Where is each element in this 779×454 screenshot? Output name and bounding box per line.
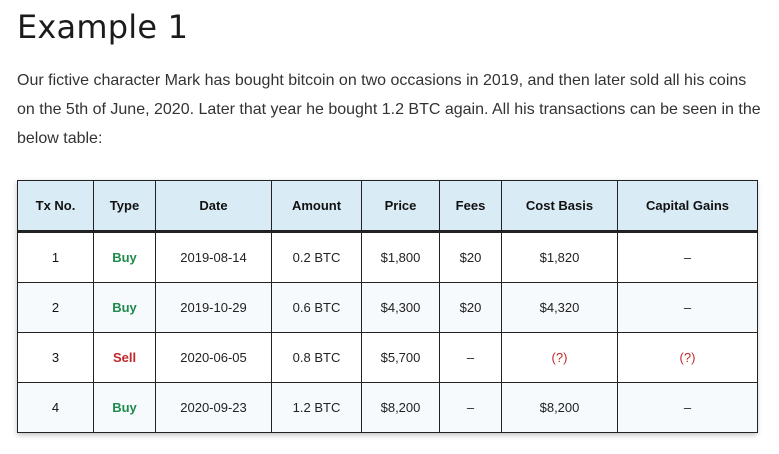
header-row: Tx No. Type Date Amount Price Fees Cost …: [17, 180, 758, 233]
cell-fees: $20: [439, 231, 502, 283]
table-header: Tx No. Type Date Amount Price Fees Cost …: [17, 180, 758, 233]
col-header-fees: Fees: [439, 180, 502, 233]
cell-cost-basis: $8,200: [501, 382, 618, 433]
cell-price: $5,700: [361, 332, 440, 383]
col-header-capital-gains: Capital Gains: [617, 180, 758, 233]
cell-tx-no: 1: [17, 231, 94, 283]
cell-capital-gains: –: [617, 231, 758, 283]
cell-price: $4,300: [361, 282, 440, 333]
table-row: 3 Sell 2020-06-05 0.8 BTC $5,700 – (?) (…: [17, 332, 758, 383]
transactions-table: Tx No. Type Date Amount Price Fees Cost …: [17, 180, 758, 433]
cell-capital-gains: (?): [617, 332, 758, 383]
cell-tx-no: 4: [17, 382, 94, 433]
cell-cost-basis: $1,820: [501, 231, 618, 283]
cell-date: 2020-09-23: [155, 382, 272, 433]
cell-amount: 1.2 BTC: [271, 382, 362, 433]
cell-type: Sell: [93, 332, 156, 383]
cell-capital-gains: –: [617, 382, 758, 433]
table-row: 1 Buy 2019-08-14 0.2 BTC $1,800 $20 $1,8…: [17, 231, 758, 283]
cell-capital-gains: –: [617, 282, 758, 333]
col-header-tx-no: Tx No.: [17, 180, 94, 233]
col-header-cost-basis: Cost Basis: [501, 180, 618, 233]
col-header-price: Price: [361, 180, 440, 233]
intro-paragraph: Our fictive character Mark has bought bi…: [17, 72, 761, 147]
table-body: 1 Buy 2019-08-14 0.2 BTC $1,800 $20 $1,8…: [17, 231, 758, 433]
cell-cost-basis: (?): [501, 332, 618, 383]
cell-amount: 0.6 BTC: [271, 282, 362, 333]
cell-fees: –: [439, 332, 502, 383]
col-header-type: Type: [93, 180, 156, 233]
cell-type: Buy: [93, 282, 156, 333]
cell-tx-no: 2: [17, 282, 94, 333]
cell-price: $8,200: [361, 382, 440, 433]
cell-cost-basis: $4,320: [501, 282, 618, 333]
cell-date: 2019-10-29: [155, 282, 272, 333]
cell-date: 2020-06-05: [155, 332, 272, 383]
cell-type: Buy: [93, 231, 156, 283]
cell-fees: $20: [439, 282, 502, 333]
table-row: 2 Buy 2019-10-29 0.6 BTC $4,300 $20 $4,3…: [17, 282, 758, 333]
cell-type: Buy: [93, 382, 156, 433]
cell-fees: –: [439, 382, 502, 433]
page-heading: Example 1: [17, 8, 189, 46]
cell-price: $1,800: [361, 231, 440, 283]
table-row: 4 Buy 2020-09-23 1.2 BTC $8,200 – $8,200…: [17, 382, 758, 433]
cell-date: 2019-08-14: [155, 231, 272, 283]
col-header-amount: Amount: [271, 180, 362, 233]
cell-tx-no: 3: [17, 332, 94, 383]
transactions-table-container: Tx No. Type Date Amount Price Fees Cost …: [17, 180, 758, 433]
cell-amount: 0.8 BTC: [271, 332, 362, 383]
cell-amount: 0.2 BTC: [271, 231, 362, 283]
col-header-date: Date: [155, 180, 272, 233]
